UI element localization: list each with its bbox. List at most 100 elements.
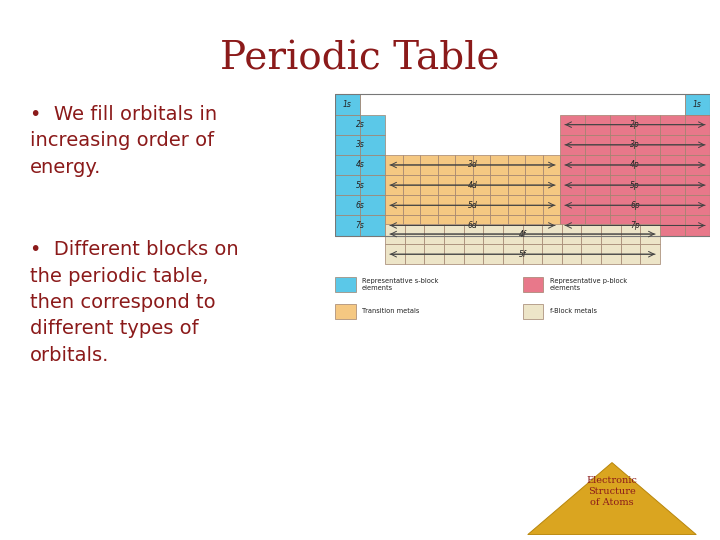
Bar [523, 277, 544, 292]
Bar [640, 224, 660, 244]
Text: 5f: 5f [518, 249, 526, 259]
Bar [508, 175, 525, 195]
Bar [582, 244, 601, 264]
Bar [360, 135, 385, 155]
Bar [585, 114, 610, 135]
Bar [420, 215, 438, 235]
Bar [402, 175, 420, 195]
Text: 1s: 1s [343, 100, 352, 109]
Bar [335, 94, 710, 235]
Bar [455, 155, 472, 175]
Text: Representative s-block
elements: Representative s-block elements [362, 278, 438, 291]
Bar [335, 94, 360, 114]
Bar [438, 215, 455, 235]
Bar [562, 244, 582, 264]
Bar [560, 215, 585, 235]
Bar [503, 224, 523, 244]
Bar [685, 94, 710, 114]
Bar [685, 195, 710, 215]
Bar [405, 244, 424, 264]
Text: 5s: 5s [356, 181, 364, 190]
Bar [420, 155, 438, 175]
Text: Periodic Table: Periodic Table [220, 40, 500, 77]
Bar [503, 244, 523, 264]
Text: f-Block metals: f-Block metals [549, 308, 597, 314]
Bar [660, 135, 685, 155]
Bar [601, 244, 621, 264]
Bar [685, 114, 710, 135]
Text: 4d: 4d [467, 181, 477, 190]
Text: 4p: 4p [630, 160, 640, 170]
Bar [335, 277, 356, 292]
Bar [438, 155, 455, 175]
Text: 3s: 3s [356, 140, 364, 150]
Bar [424, 244, 444, 264]
Text: 2p: 2p [630, 120, 640, 129]
Bar [508, 195, 525, 215]
Bar [490, 215, 508, 235]
Text: 5d: 5d [467, 201, 477, 210]
Bar [601, 224, 621, 244]
Bar [685, 135, 710, 155]
Bar [560, 175, 585, 195]
Bar [464, 224, 483, 244]
Bar [508, 215, 525, 235]
Bar [438, 195, 455, 215]
Text: 1s: 1s [693, 100, 702, 109]
Bar [525, 175, 542, 195]
Bar [438, 175, 455, 195]
Bar [542, 175, 560, 195]
Bar [455, 215, 472, 235]
Bar [444, 244, 464, 264]
Bar [335, 114, 360, 135]
Text: 4f: 4f [518, 230, 526, 239]
Bar [508, 155, 525, 175]
Bar [635, 195, 660, 215]
Text: Representative p-block
elements: Representative p-block elements [549, 278, 626, 291]
Text: 5p: 5p [630, 181, 640, 190]
Bar [472, 155, 490, 175]
Bar [483, 224, 503, 244]
Bar [660, 195, 685, 215]
Text: 6d: 6d [467, 221, 477, 230]
Bar [420, 195, 438, 215]
Bar [360, 114, 385, 135]
Polygon shape [528, 463, 696, 535]
Text: 3p: 3p [630, 140, 640, 150]
Bar [525, 215, 542, 235]
Bar [610, 215, 635, 235]
Bar [402, 215, 420, 235]
Bar [490, 155, 508, 175]
Bar [621, 244, 640, 264]
Bar [610, 114, 635, 135]
Bar [635, 215, 660, 235]
Bar [542, 215, 560, 235]
Text: 2s: 2s [356, 120, 364, 129]
Bar [335, 304, 356, 319]
Bar [585, 135, 610, 155]
Bar [402, 195, 420, 215]
Bar [635, 155, 660, 175]
Bar [685, 155, 710, 175]
Bar [483, 244, 503, 264]
Bar [660, 114, 685, 135]
Bar [635, 135, 660, 155]
Bar [335, 135, 360, 155]
Text: 3d: 3d [467, 160, 477, 170]
Text: 6s: 6s [356, 201, 364, 210]
Bar [610, 155, 635, 175]
Bar [385, 155, 402, 175]
Bar [621, 224, 640, 244]
Bar [523, 224, 542, 244]
Bar [472, 195, 490, 215]
Bar [335, 175, 360, 195]
Bar [420, 175, 438, 195]
Bar [585, 195, 610, 215]
Bar [523, 304, 544, 319]
Bar [455, 175, 472, 195]
Bar [472, 175, 490, 195]
Bar [385, 224, 405, 244]
Bar [402, 155, 420, 175]
Bar [385, 195, 402, 215]
Bar [610, 195, 635, 215]
